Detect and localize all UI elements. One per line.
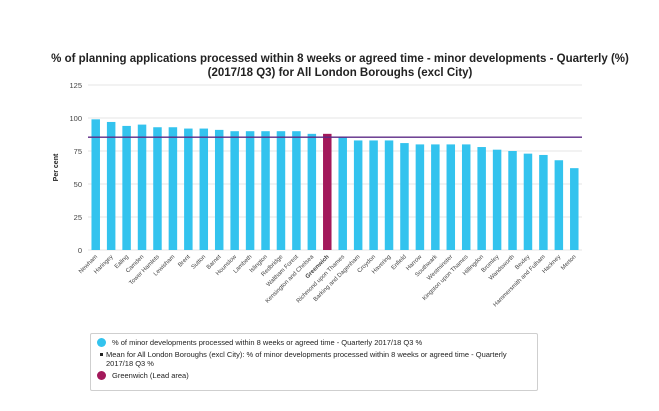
bar <box>384 140 394 250</box>
bar <box>137 124 147 250</box>
bar <box>214 129 224 250</box>
bar <box>400 143 409 250</box>
legend-swatch-series <box>97 338 106 347</box>
bar <box>415 144 425 250</box>
bar <box>523 153 533 250</box>
bar <box>508 151 517 250</box>
bar <box>230 131 239 250</box>
bar <box>570 168 579 250</box>
bar <box>461 144 471 250</box>
bar <box>353 140 363 250</box>
bar <box>492 149 502 250</box>
bar <box>477 147 486 250</box>
x-tick-label: Merton <box>560 254 577 271</box>
chart-title: % of planning applications processed wit… <box>51 53 629 79</box>
y-tick-label: 75 <box>74 147 82 156</box>
y-tick-label: 100 <box>69 114 82 123</box>
bar <box>307 133 317 250</box>
bar <box>168 127 178 250</box>
bar <box>91 119 100 250</box>
bar <box>261 131 270 250</box>
bar <box>106 121 116 251</box>
bar <box>338 136 347 250</box>
bar <box>153 127 162 250</box>
bar <box>184 128 193 250</box>
x-tick-label: Sutton <box>191 254 208 271</box>
y-tick-label: 25 <box>74 213 82 222</box>
y-tick-label: 0 <box>78 246 82 255</box>
legend-item-series[interactable]: % of minor developments processed within… <box>97 338 531 347</box>
bar <box>539 154 548 250</box>
legend-item-mean[interactable]: Mean for All London Boroughs (excl City)… <box>97 350 531 368</box>
bar <box>431 144 440 250</box>
legend-swatch-lead-area <box>97 371 106 380</box>
legend-label-mean: Mean for All London Boroughs (excl City)… <box>106 350 507 368</box>
legend-item-lead-area[interactable]: Greenwich (Lead area) <box>97 371 531 380</box>
y-tick-label: 50 <box>74 180 82 189</box>
legend-swatch-mean <box>100 353 103 356</box>
legend-label-lead-area: Greenwich (Lead area) <box>112 371 189 380</box>
bar-highlight <box>323 133 332 250</box>
bar <box>554 160 564 250</box>
bar <box>199 128 209 250</box>
chart-legend: % of minor developments processed within… <box>90 333 538 391</box>
bar <box>122 125 131 250</box>
bar <box>292 131 301 250</box>
y-axis-label: Per cent <box>53 153 60 181</box>
bar <box>446 144 456 250</box>
bar <box>245 131 255 250</box>
bar <box>369 140 378 250</box>
legend-label-series: % of minor developments processed within… <box>112 338 423 347</box>
bar <box>276 131 286 250</box>
y-tick-label: 125 <box>69 81 82 90</box>
